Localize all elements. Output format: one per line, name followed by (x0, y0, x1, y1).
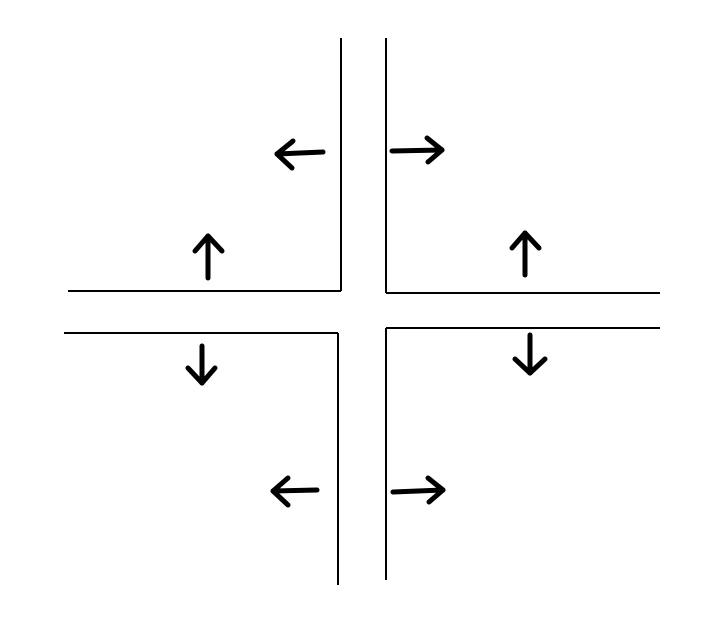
quadrant-top-left (68, 38, 342, 292)
quadrant-bottom-right (385, 327, 660, 580)
left-arrow-icon (270, 475, 320, 508)
quadrant-bottom-left (64, 332, 339, 585)
up-arrow-icon (192, 233, 225, 281)
quadrant-top-right (385, 38, 660, 294)
right-arrow-icon (390, 475, 446, 505)
down-arrow-icon (512, 332, 548, 376)
left-arrow-icon (274, 138, 326, 171)
down-arrow-icon (185, 343, 218, 386)
up-arrow-icon (509, 230, 542, 278)
right-arrow-icon (389, 135, 445, 165)
